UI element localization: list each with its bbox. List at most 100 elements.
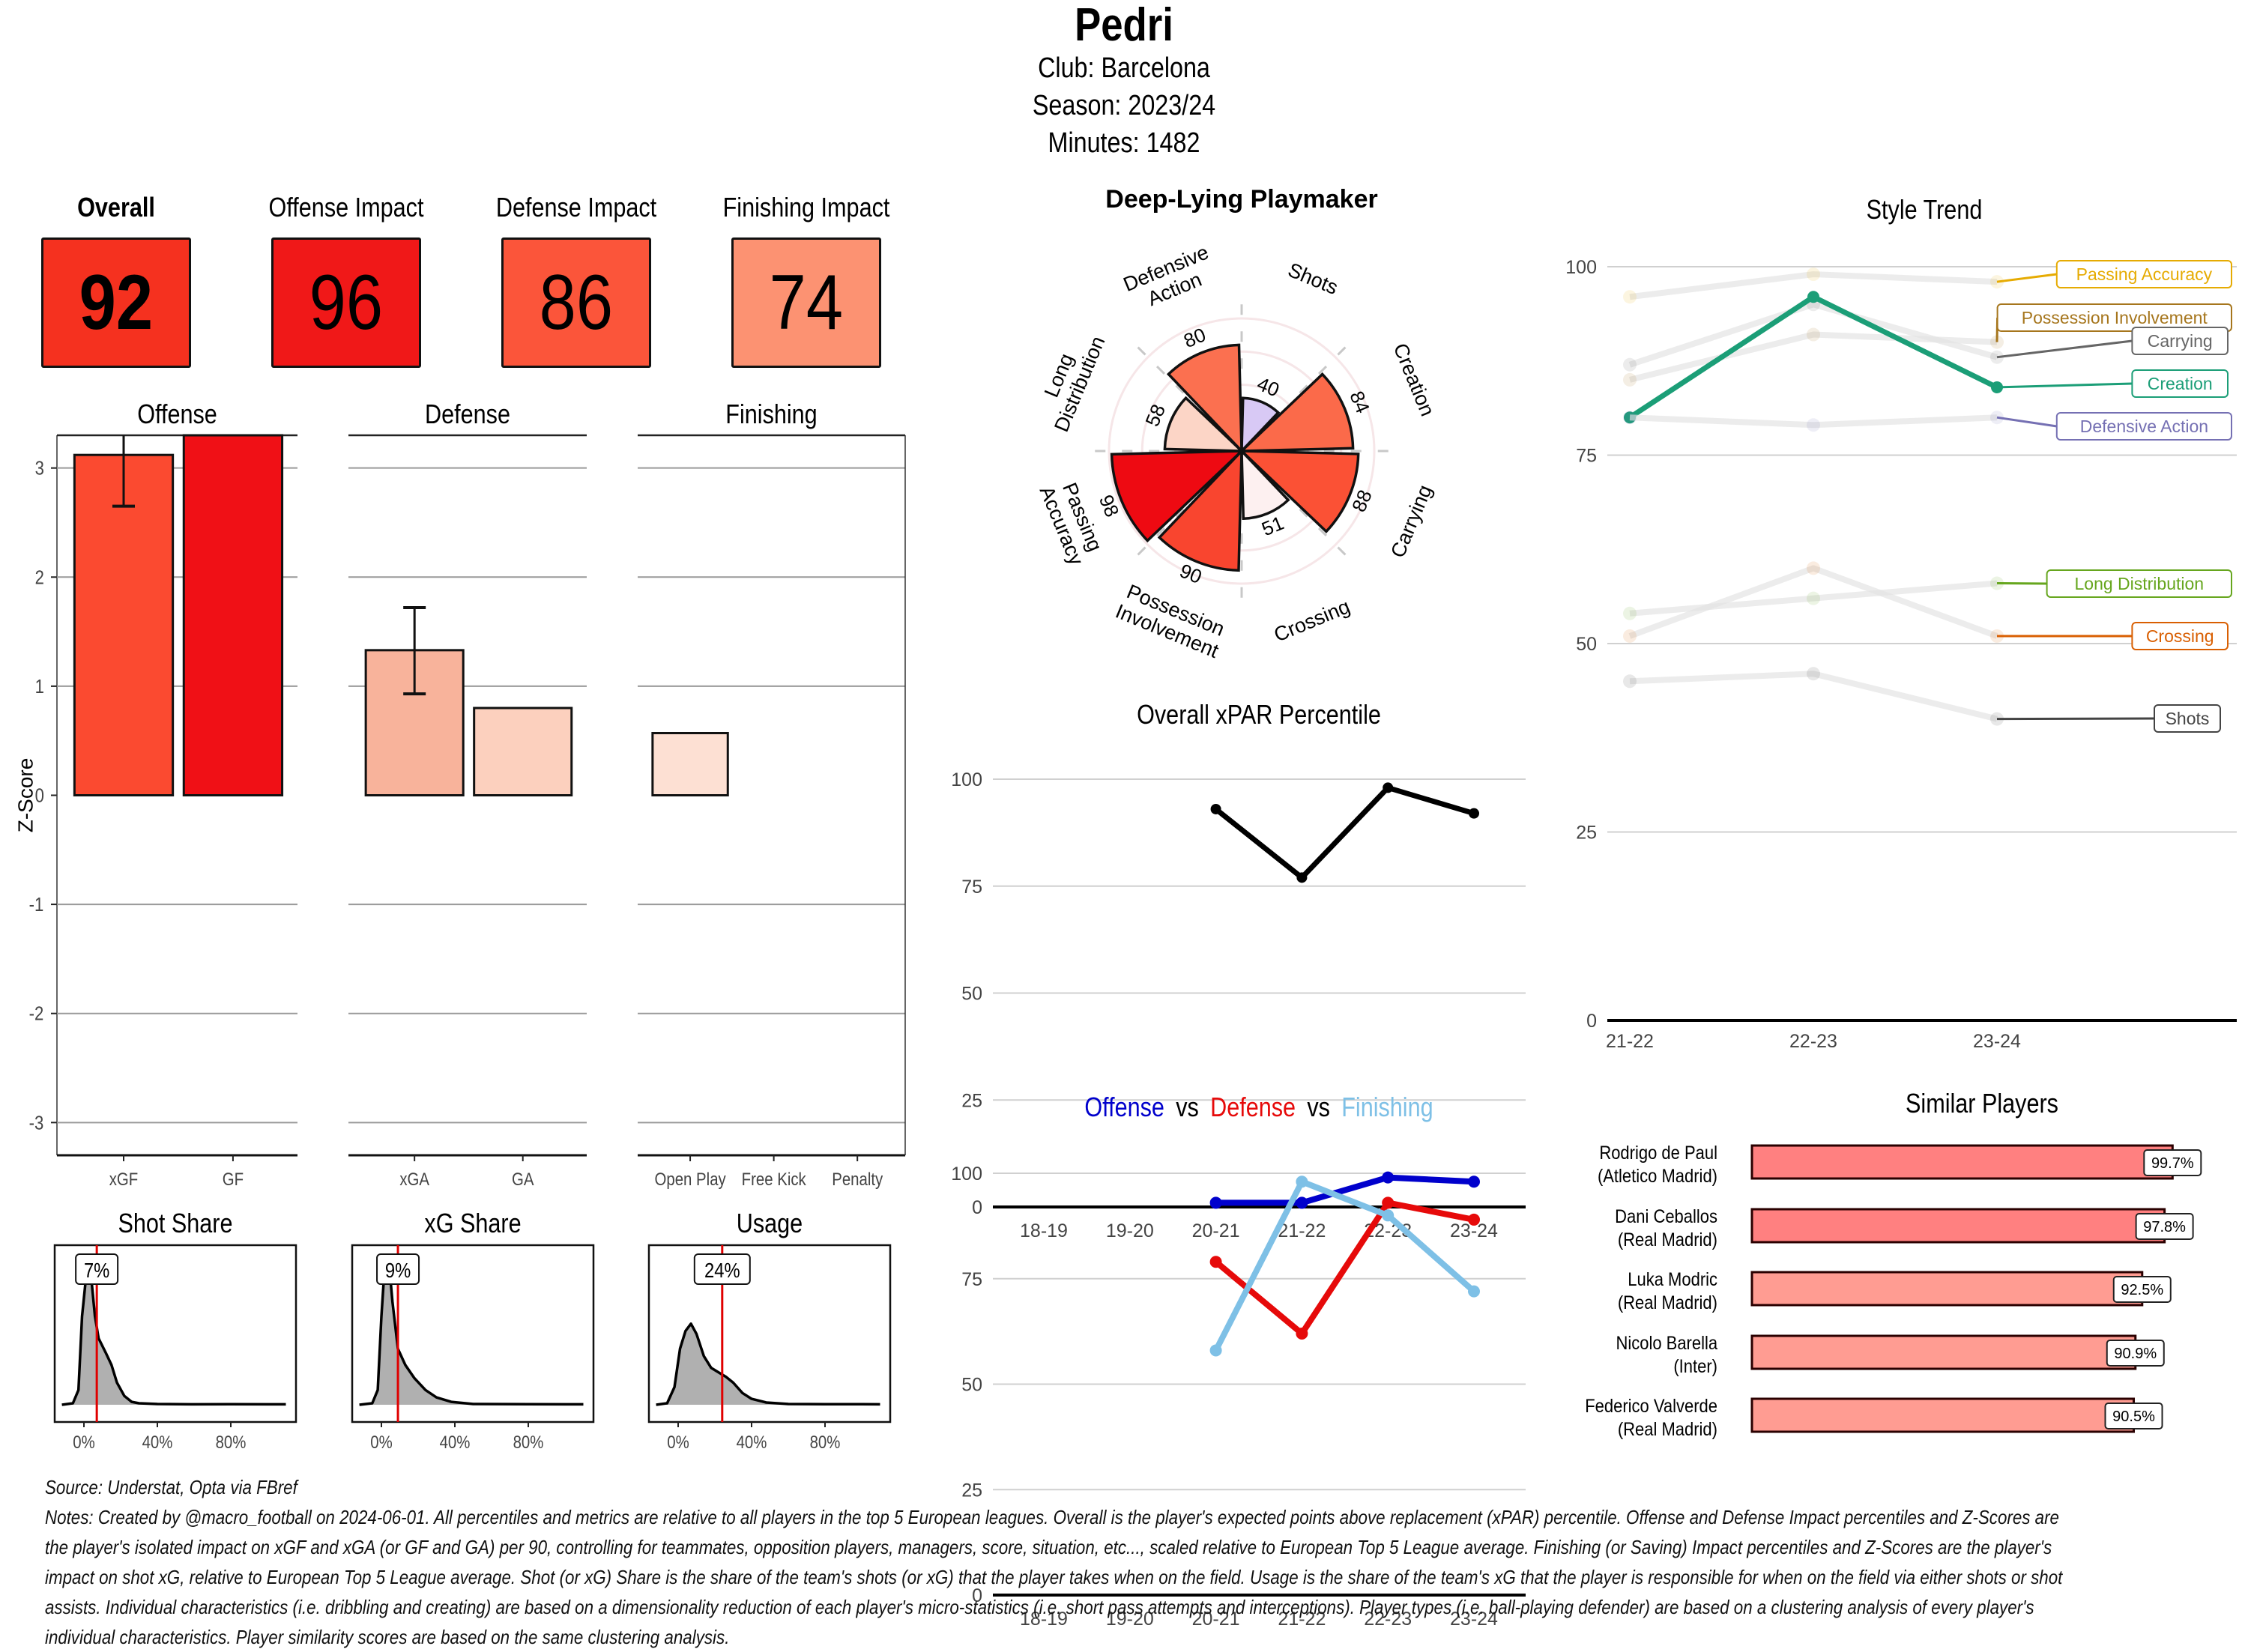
label-leader-line bbox=[1997, 274, 2057, 282]
source-text: Source: Understat, Opta via FBref bbox=[45, 1472, 2236, 1502]
data-point bbox=[1623, 674, 1637, 688]
x-tick-label: Penalty bbox=[832, 1169, 883, 1189]
series-label: Long Distribution bbox=[2074, 574, 2204, 593]
similarity-bar bbox=[1752, 1209, 2165, 1242]
data-point bbox=[1623, 290, 1637, 303]
x-tick-label: 0% bbox=[73, 1432, 94, 1452]
chart-title: Deep-Lying Playmaker bbox=[1105, 185, 1377, 214]
series-line-overall bbox=[1216, 787, 1474, 877]
x-tick-label: 21-22 bbox=[1606, 1031, 1654, 1052]
data-point bbox=[1807, 561, 1820, 575]
series-line bbox=[1630, 674, 1997, 718]
data-point bbox=[1469, 808, 1479, 819]
y-tick-label: 0 bbox=[35, 785, 44, 807]
polar-category-label: Shots bbox=[1285, 258, 1341, 299]
y-tick-label: 25 bbox=[1576, 823, 1597, 844]
similarity-bar bbox=[1752, 1399, 2134, 1432]
player-name: Rodrigo de Paul bbox=[1599, 1143, 1717, 1164]
panel-title: Usage bbox=[737, 1209, 803, 1239]
notes-line: assists. Individual characteristics (i.e… bbox=[45, 1592, 2236, 1622]
data-point bbox=[1807, 328, 1820, 342]
similarity-label: 99.7% bbox=[2151, 1155, 2194, 1172]
series-label: Creation bbox=[2148, 374, 2213, 393]
similar-player-row: Rodrigo de Paul(Atletico Madrid)99.7% bbox=[1598, 1143, 2201, 1187]
x-tick-label: xGF bbox=[109, 1169, 139, 1189]
chart-title: Overall xPAR Percentile bbox=[1137, 701, 1381, 730]
data-point bbox=[1623, 629, 1637, 643]
x-tick-label: GA bbox=[512, 1169, 534, 1189]
x-tick-label: xGA bbox=[399, 1169, 429, 1189]
similar-player-row: Nicolo Barella(Inter)90.9% bbox=[1616, 1333, 2163, 1377]
x-tick-label: 80% bbox=[513, 1432, 544, 1452]
panel-title: Defense bbox=[425, 400, 510, 430]
series-label: Crossing bbox=[2146, 626, 2214, 646]
y-tick-label: 50 bbox=[1576, 634, 1597, 655]
x-tick-label: 40% bbox=[440, 1432, 471, 1452]
label-leader-line bbox=[1997, 341, 2132, 357]
player-name: Nicolo Barella bbox=[1616, 1333, 1717, 1354]
player-club: (Inter) bbox=[1673, 1356, 1717, 1377]
style-series-shots: Shots bbox=[1623, 667, 2220, 732]
data-point bbox=[1296, 872, 1307, 883]
x-tick-label: 22-23 bbox=[1789, 1031, 1837, 1052]
data-point bbox=[1296, 1176, 1308, 1187]
polar-category-label: Creation bbox=[1389, 340, 1439, 420]
x-tick-label: 80% bbox=[810, 1432, 841, 1452]
x-tick-label: Open Play bbox=[655, 1169, 727, 1189]
y-tick-label: 100 bbox=[1565, 257, 1597, 278]
footer-notes: Source: Understat, Opta via FBref Notes:… bbox=[45, 1472, 2236, 1652]
data-point bbox=[1807, 291, 1819, 303]
y-tick-label: -3 bbox=[29, 1113, 44, 1134]
polar-category-text: Creation bbox=[1389, 340, 1439, 420]
data-point bbox=[1210, 1344, 1222, 1356]
similarity-label: 92.5% bbox=[2121, 1282, 2163, 1298]
value-label: 9% bbox=[385, 1258, 411, 1282]
y-tick-label: 75 bbox=[1576, 446, 1597, 467]
similar-player-row: Dani Ceballos(Real Madrid)97.8% bbox=[1615, 1206, 2193, 1250]
x-tick-label: 0% bbox=[370, 1432, 392, 1452]
data-point bbox=[1296, 1328, 1308, 1340]
title-part-vs: vs bbox=[1307, 1093, 1330, 1123]
density-area bbox=[62, 1269, 286, 1405]
series-line bbox=[1630, 297, 1997, 417]
polar-value-label: 84 bbox=[1345, 388, 1374, 417]
panel-title: xG Share bbox=[424, 1209, 521, 1239]
player-club: (Real Madrid) bbox=[1618, 1229, 1717, 1250]
data-point bbox=[1296, 1196, 1308, 1208]
data-point bbox=[1383, 782, 1393, 793]
x-tick-label: 0% bbox=[667, 1432, 689, 1452]
value-label: 24% bbox=[704, 1258, 740, 1282]
y-tick-label: 1 bbox=[35, 676, 44, 698]
data-point bbox=[1623, 411, 1637, 424]
notes-line: Notes: Created by @macro_football on 202… bbox=[45, 1502, 2236, 1532]
label-leader-line bbox=[1997, 718, 2154, 719]
y-tick-label: 3 bbox=[35, 458, 44, 479]
density-area bbox=[656, 1324, 880, 1405]
y-tick-label: 75 bbox=[961, 877, 982, 898]
polar-category-text: Crossing bbox=[1271, 595, 1353, 646]
similarity-bar bbox=[1752, 1272, 2142, 1305]
y-tick-label: 0 bbox=[972, 1197, 982, 1218]
value-label: 7% bbox=[84, 1258, 109, 1282]
title-part-finishing: Finishing bbox=[1341, 1093, 1433, 1123]
data-point bbox=[1623, 373, 1637, 387]
data-point bbox=[1807, 592, 1820, 605]
series-label: Possession Involvement bbox=[2022, 308, 2208, 327]
similarity-bar bbox=[1752, 1336, 2136, 1369]
data-point bbox=[1210, 1196, 1222, 1208]
panel-title: Finishing bbox=[725, 400, 817, 430]
polar-category-label: Carrying bbox=[1386, 482, 1436, 561]
title-part-offense: Offense bbox=[1084, 1093, 1164, 1123]
notes-line: the player's isolated impact on xGF and … bbox=[45, 1532, 2236, 1562]
label-leader-line bbox=[1997, 384, 2132, 387]
y-tick-label: 100 bbox=[951, 1164, 982, 1184]
player-club: (Real Madrid) bbox=[1618, 1419, 1717, 1440]
polar-category-text: Carrying bbox=[1386, 482, 1436, 561]
series-label: Passing Accuracy bbox=[2076, 264, 2213, 284]
